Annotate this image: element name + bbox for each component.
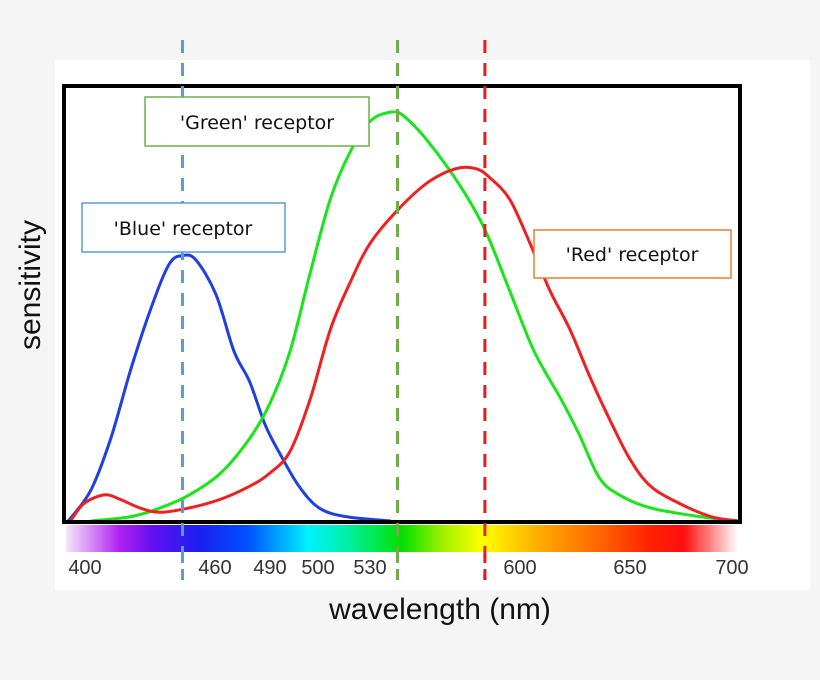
x-tick-label: 460 xyxy=(198,557,231,579)
legend-label-blue: 'Blue' receptor xyxy=(81,202,286,253)
tick-label-bg xyxy=(498,553,542,577)
tick-label-bg xyxy=(608,553,652,577)
blue-receptor-label: 'Blue' receptor xyxy=(114,218,253,240)
x-tick-label: 700 xyxy=(715,557,748,579)
spectrum-color-bar xyxy=(66,525,738,552)
red-receptor-label: 'Red' receptor xyxy=(566,244,699,266)
legend-label-red: 'Red' receptor xyxy=(533,229,732,279)
tick-label-bg xyxy=(348,553,392,577)
x-tick-label: 500 xyxy=(301,557,334,579)
blue-receptor-curve xyxy=(67,253,391,523)
x-tick-label: 600 xyxy=(503,557,536,579)
tick-label-bg xyxy=(63,553,107,577)
x-tick-label: 530 xyxy=(353,557,386,579)
legend-label-green: 'Green' receptor xyxy=(144,96,370,147)
plot-frame xyxy=(62,84,742,524)
tick-label-bg xyxy=(248,553,292,577)
x-tick-label: 490 xyxy=(253,557,286,579)
tick-label-bg xyxy=(193,553,237,577)
tick-label-bg xyxy=(710,553,754,577)
green-receptor-label: 'Green' receptor xyxy=(180,112,334,134)
x-tick-label: 650 xyxy=(613,557,646,579)
y-axis-label: sensitivity xyxy=(14,220,47,350)
x-tick-label: 400 xyxy=(68,557,101,579)
red-receptor-curve xyxy=(69,165,739,523)
tick-label-bg xyxy=(296,553,340,577)
x-axis-label: wavelength (nm) xyxy=(328,593,551,626)
